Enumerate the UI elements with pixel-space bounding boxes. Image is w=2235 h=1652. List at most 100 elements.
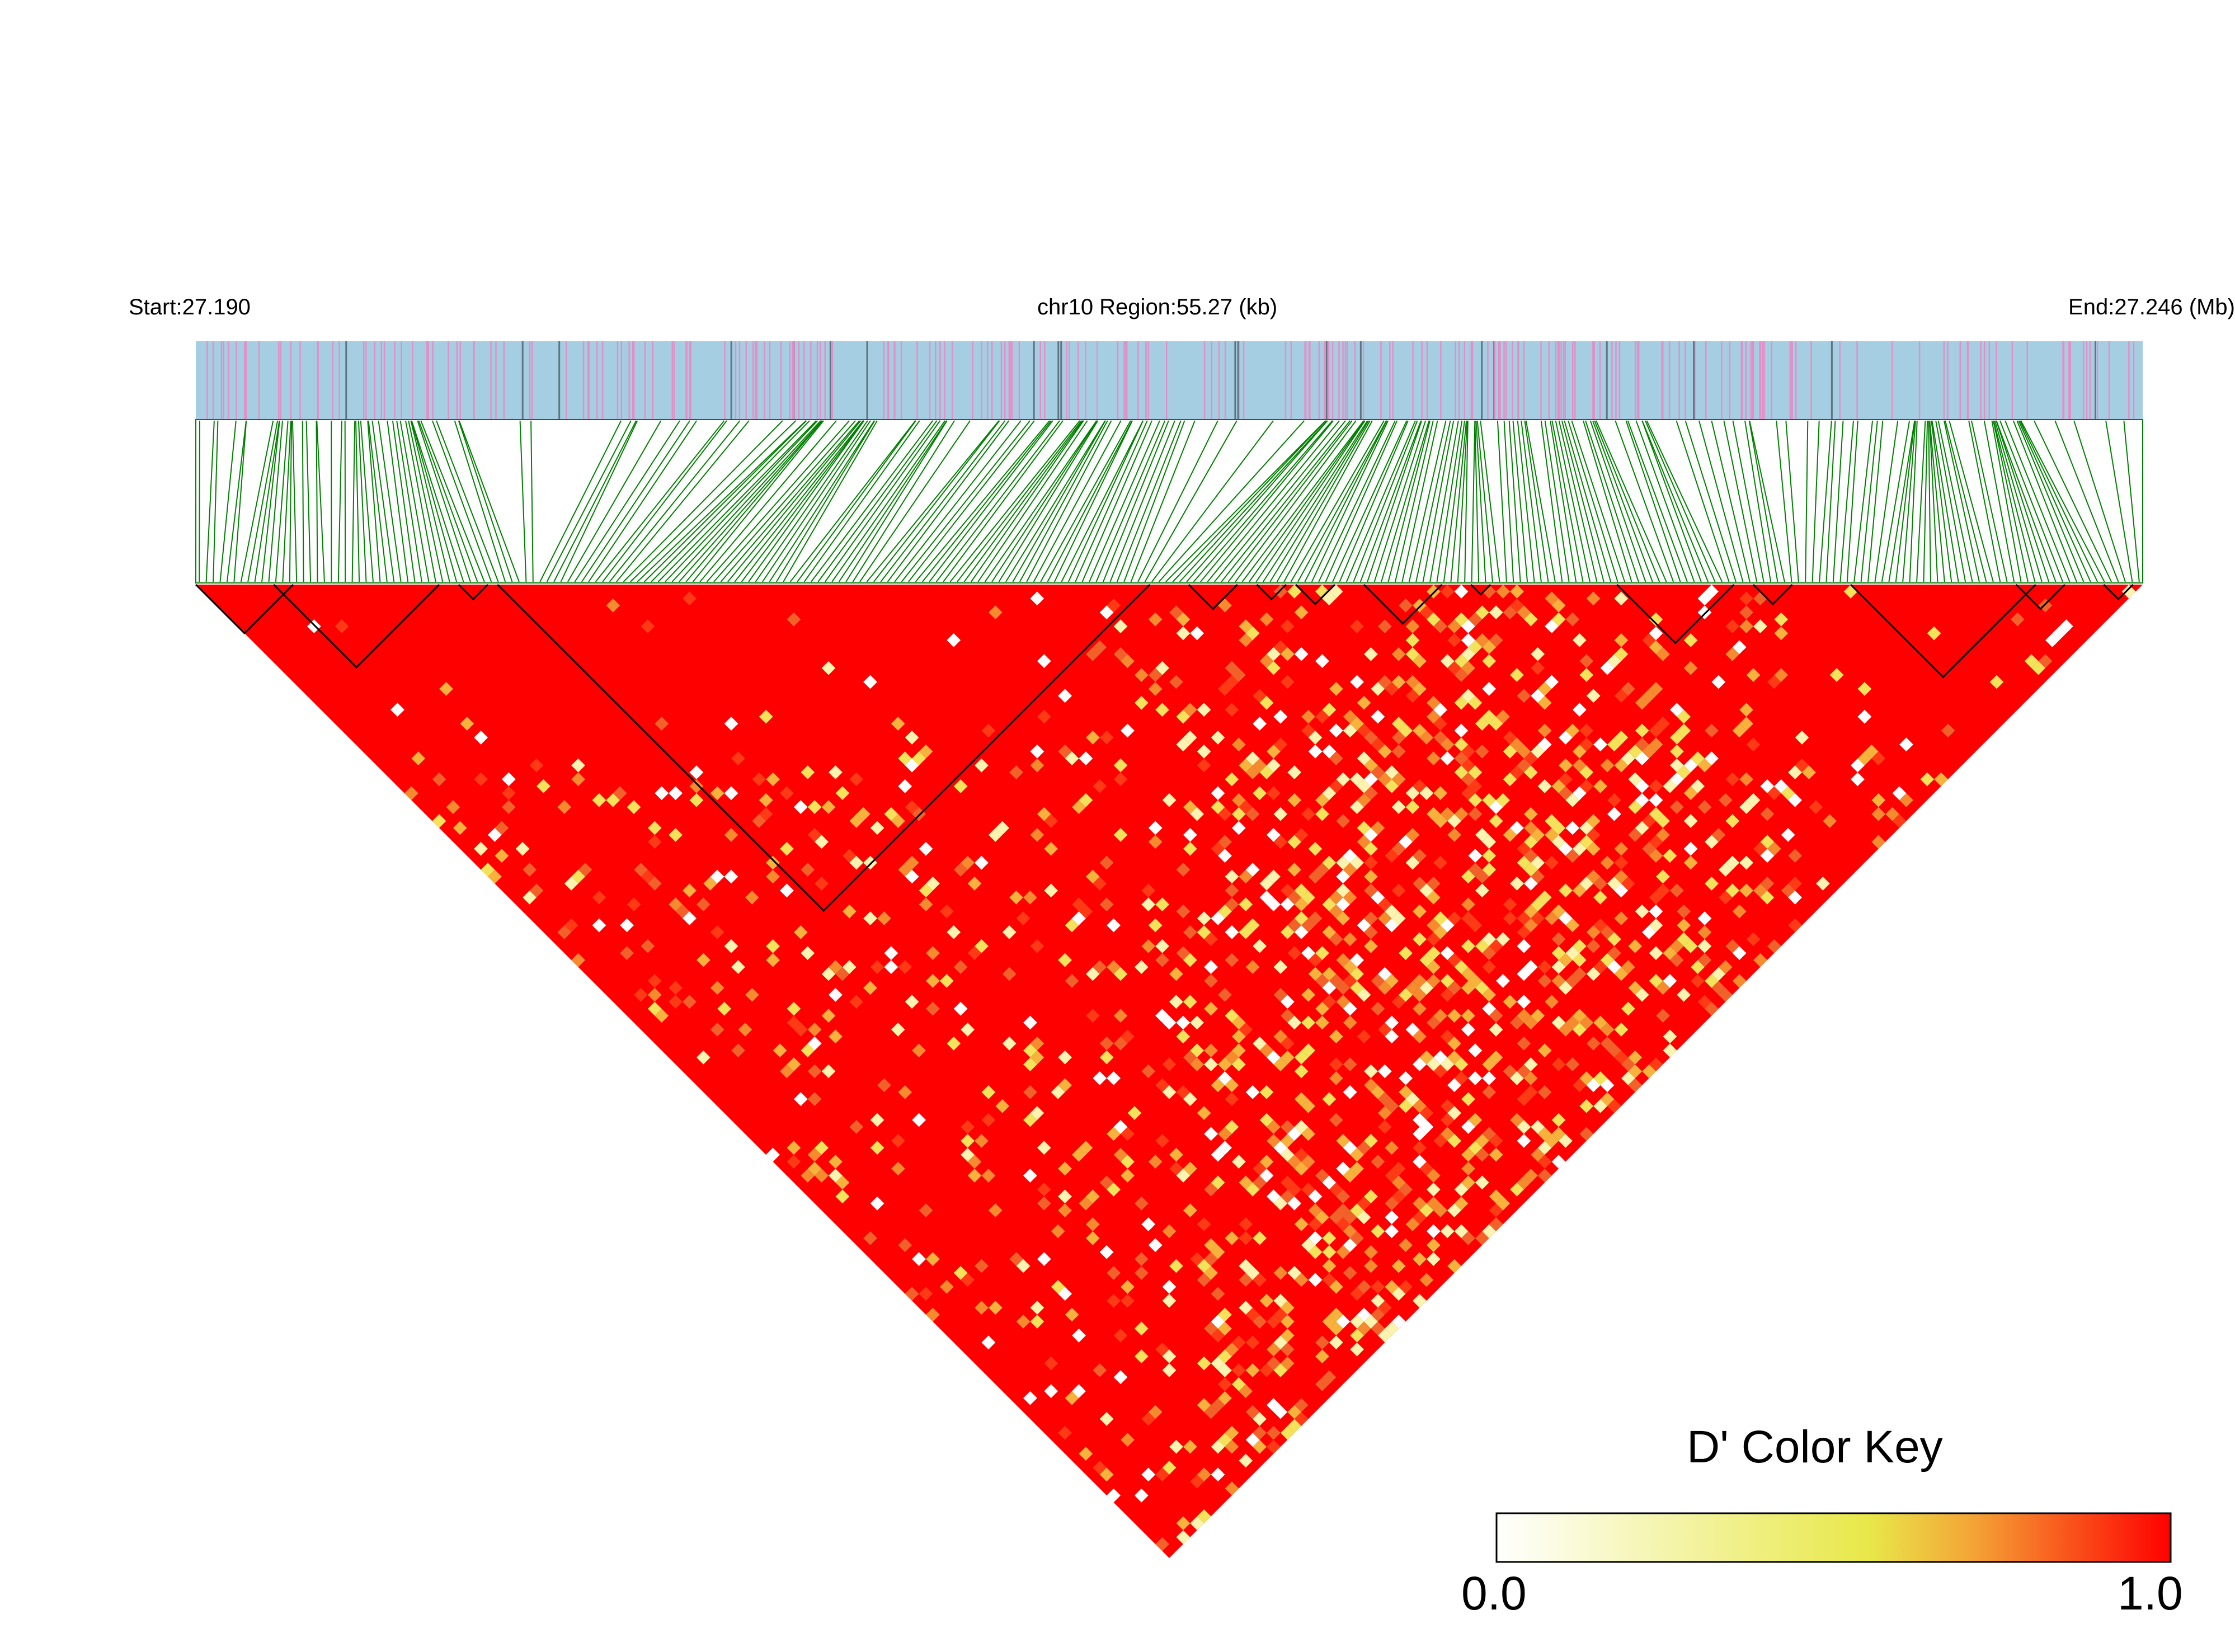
ld-cell — [1586, 689, 1601, 703]
ld-cell — [1551, 779, 1566, 793]
ld-cell — [1586, 841, 1601, 856]
ld-cell — [1267, 1315, 1281, 1329]
snp-connector-line — [411, 420, 464, 582]
ld-cell — [1113, 828, 1128, 842]
ld-cell — [1426, 1238, 1441, 1253]
snp-connector-line — [775, 420, 876, 582]
ld-cell — [1753, 883, 1767, 898]
ld-cell — [1099, 1050, 1114, 1065]
ld-cell — [1663, 1029, 1677, 1044]
ld-cell — [926, 1307, 940, 1322]
ld-cell — [1649, 626, 1663, 641]
ld-cell — [529, 883, 544, 898]
ld-cell — [1579, 877, 1594, 891]
ld-cell — [1336, 772, 1351, 787]
ld-cell — [821, 800, 836, 815]
ld-cell — [1586, 967, 1601, 981]
ld-block-outline — [1188, 583, 1238, 610]
ld-cell — [1677, 932, 1691, 947]
ld-cell — [1551, 932, 1566, 947]
ld-cell — [1377, 897, 1392, 912]
ld-cell — [1683, 814, 1698, 828]
ld-cell — [1677, 765, 1691, 779]
ld-cell — [1468, 640, 1483, 655]
ld-cell — [1245, 765, 1260, 779]
ld-cell — [1697, 939, 1712, 953]
ld-cell — [870, 1196, 884, 1211]
snp-connector-line — [1931, 420, 1959, 582]
ld-block-outline — [1470, 583, 1491, 596]
ld-cell — [1364, 925, 1378, 939]
ld-cell — [1510, 668, 1524, 682]
ld-cell — [793, 1023, 808, 1037]
ld-cell — [1510, 1015, 1524, 1030]
ld-cell — [1391, 647, 1406, 661]
ld-cell — [1531, 855, 1545, 870]
ld-cell — [1600, 953, 1615, 967]
ld-cell — [1413, 974, 1427, 988]
ld-cell — [641, 869, 655, 884]
ld-cell — [905, 855, 919, 870]
ld-cell — [1537, 723, 1552, 738]
ld-cell — [1892, 786, 1907, 801]
ld-cell — [1176, 1530, 1191, 1545]
ld-cell — [432, 772, 446, 787]
ld-cell — [1510, 1071, 1524, 1085]
ld-cell — [1294, 897, 1309, 912]
ld-cell — [1593, 737, 1607, 752]
ld-cell — [1301, 709, 1315, 724]
snp-connector-line — [1551, 420, 1584, 582]
ld-cell — [1482, 640, 1497, 655]
ld-cell — [1579, 765, 1594, 779]
ld-cell — [1058, 1161, 1072, 1176]
ld-cell — [1225, 869, 1239, 884]
ld-cell — [1545, 995, 1559, 1009]
ld-cell — [1746, 793, 1761, 807]
ld-cell — [1336, 981, 1351, 995]
ld-cell — [1482, 1085, 1497, 1099]
ld-cell — [1739, 717, 1753, 731]
ld-cell — [1614, 911, 1629, 925]
ld-cell — [1197, 911, 1211, 925]
ld-cell — [863, 855, 877, 870]
ld-cell — [1037, 654, 1051, 669]
ld-cell — [1419, 731, 1434, 745]
ld-cell — [1218, 682, 1232, 696]
snp-connector-line — [1075, 420, 1148, 582]
ld-cell — [939, 974, 954, 988]
ld-cell — [1294, 605, 1309, 620]
ld-cell — [537, 779, 550, 793]
ld-cell — [849, 772, 864, 787]
ld-cell — [1391, 731, 1406, 745]
ld-cell — [884, 807, 898, 821]
snp-connector-line — [1819, 420, 1832, 582]
ld-cell — [1287, 890, 1302, 905]
ld-cell — [1621, 1001, 1635, 1016]
ld-cell — [1364, 1315, 1378, 1329]
ld-cell — [1405, 1023, 1420, 1037]
ld-cell — [1079, 793, 1093, 807]
ld-cell — [1245, 626, 1260, 641]
ld-cell — [1440, 1029, 1455, 1044]
ld-cell — [1148, 1238, 1163, 1253]
ld-cell — [1454, 723, 1469, 738]
ld-cell — [1635, 821, 1649, 835]
ld-cell — [1315, 1210, 1329, 1225]
ld-cell — [1357, 695, 1371, 710]
ld-cell — [1760, 779, 1775, 793]
snp-connector-line — [1464, 420, 1469, 582]
ld-cell — [1259, 1085, 1274, 1099]
ld-cell — [1364, 828, 1378, 842]
ld-cell — [1023, 1043, 1037, 1058]
ld-cell — [1253, 717, 1267, 731]
ld-cell — [1231, 1335, 1246, 1350]
ld-cell — [1440, 751, 1455, 766]
ld-cell — [1113, 758, 1128, 773]
ld-cell — [1239, 1023, 1253, 1037]
ld-cell — [1301, 1015, 1315, 1030]
snp-connector-line — [803, 420, 920, 582]
snp-connector-line — [247, 420, 279, 582]
ld-cell — [1433, 855, 1448, 870]
ld-cell — [1176, 1015, 1191, 1030]
ld-cell — [1551, 960, 1566, 974]
